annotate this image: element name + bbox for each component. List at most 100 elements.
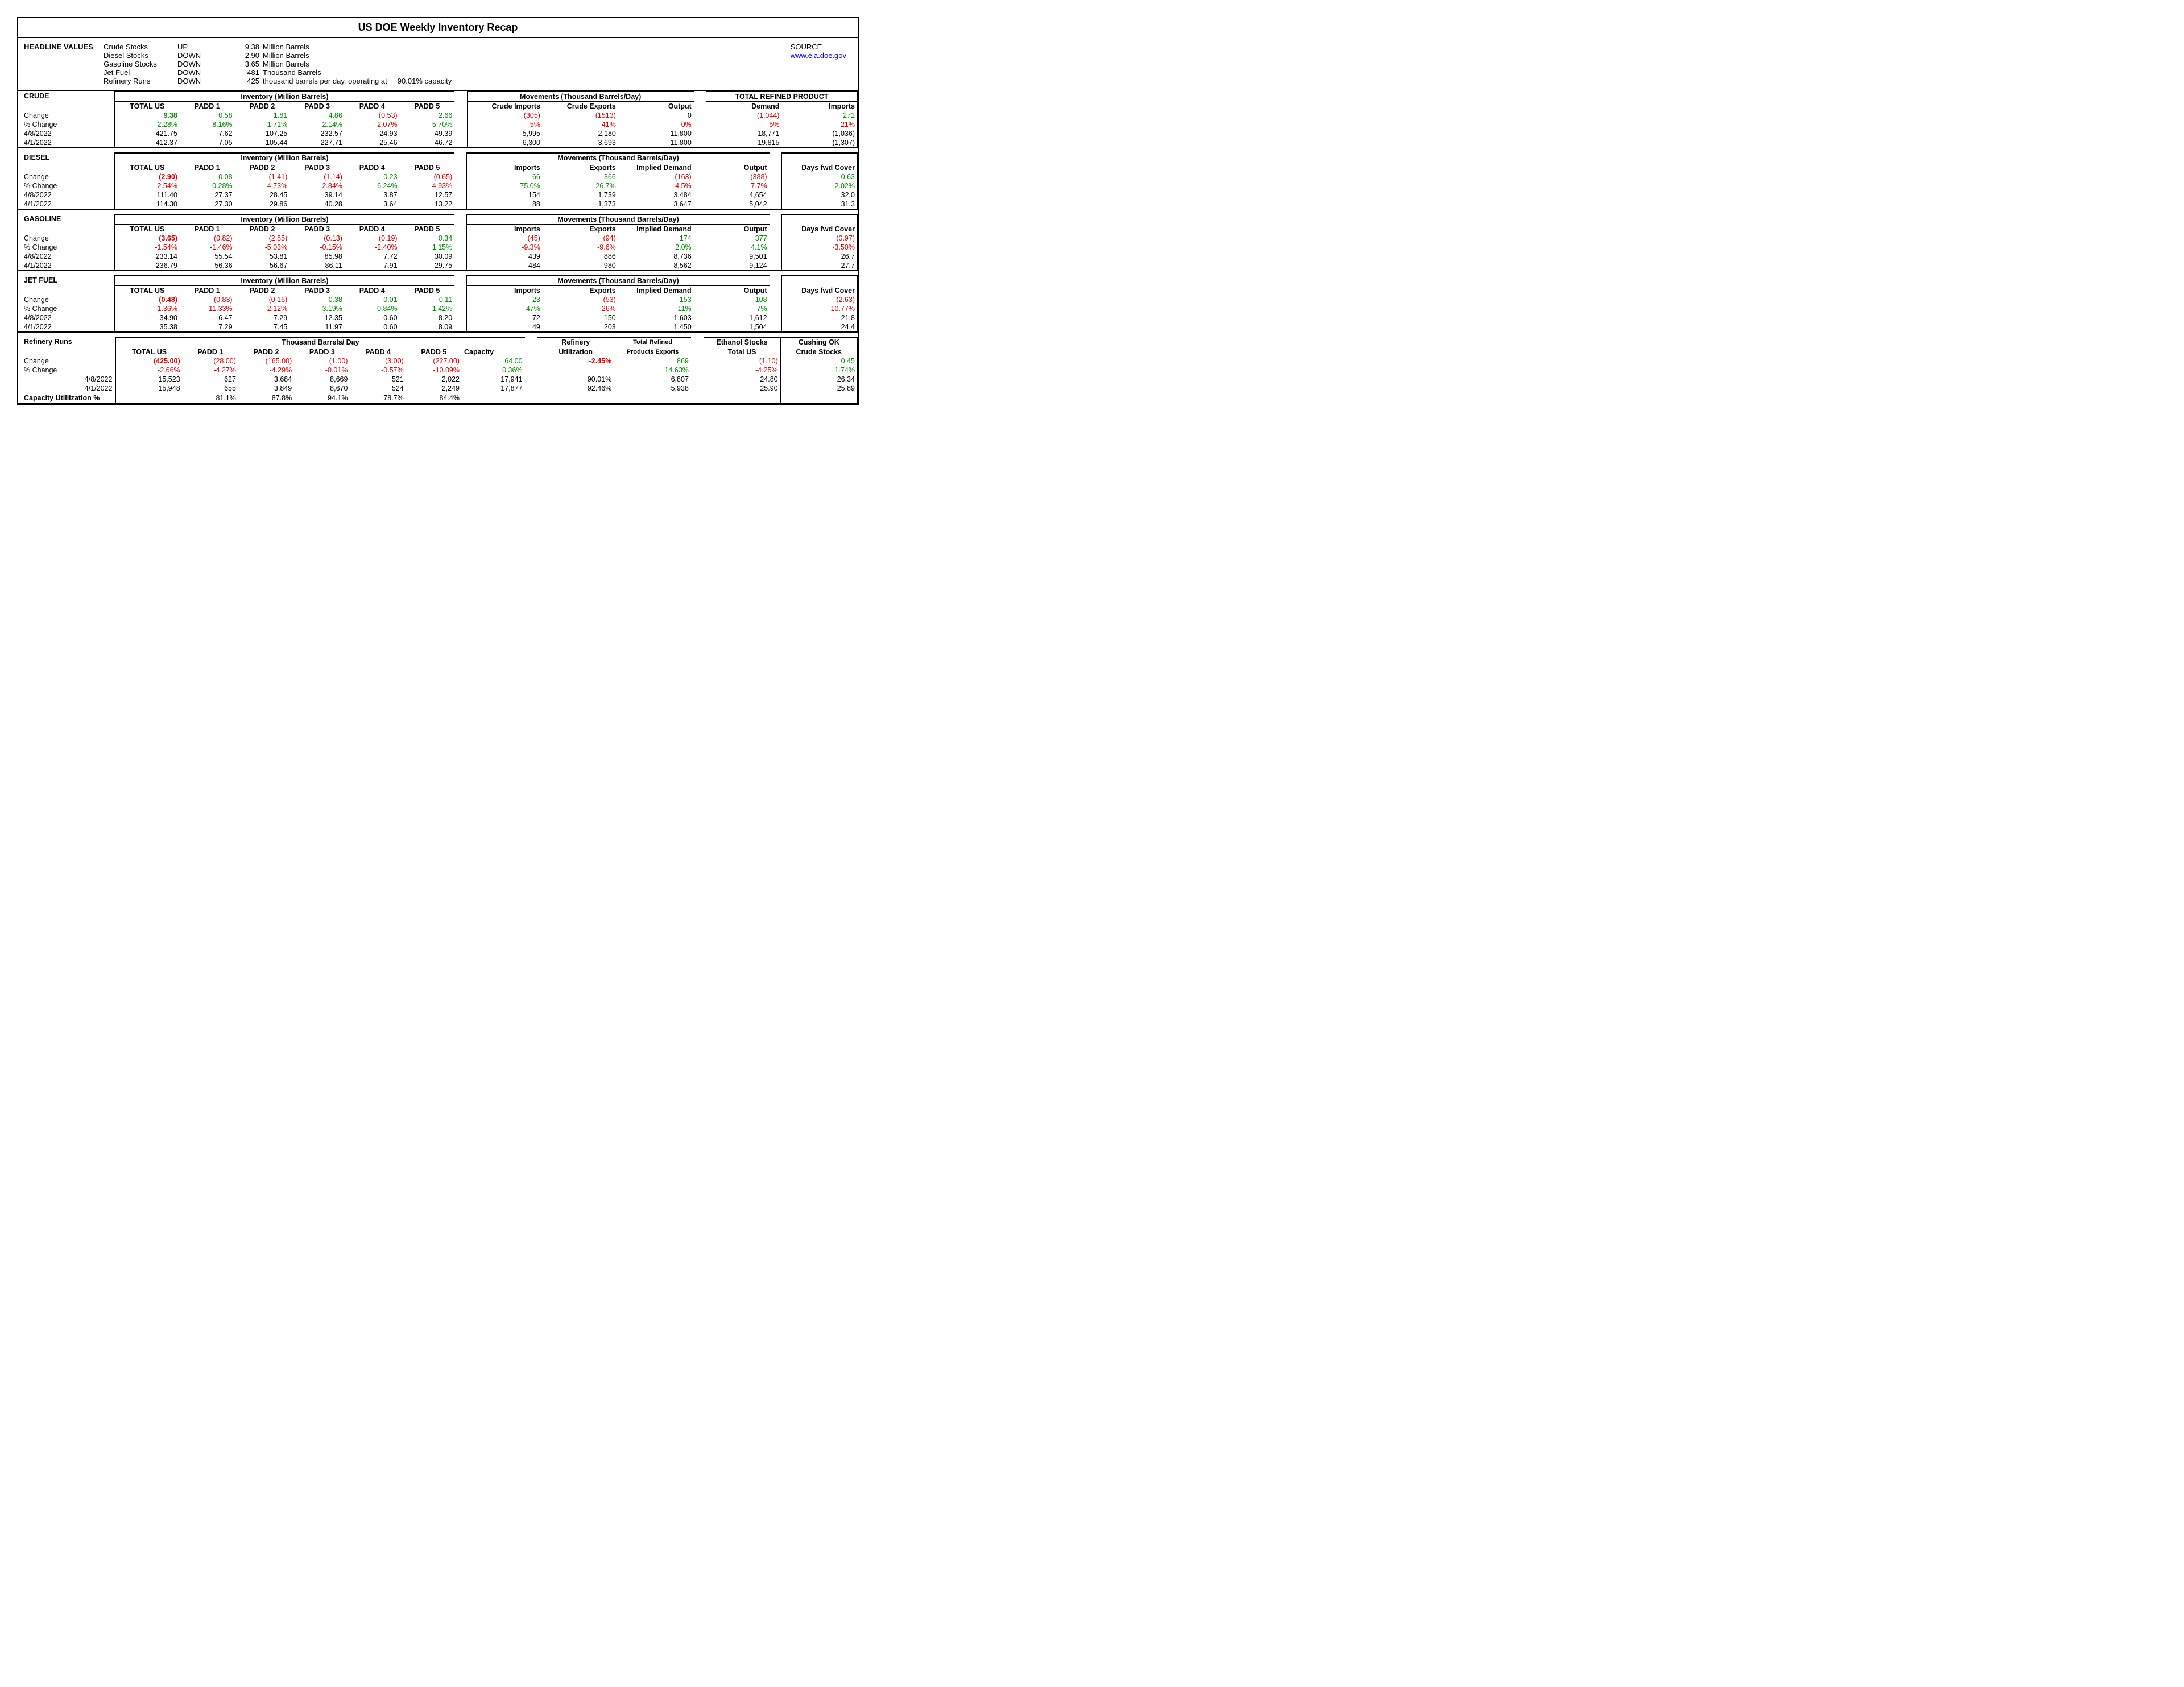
cell: 27.7 (781, 261, 857, 271)
cell: 5,042 (694, 200, 770, 209)
cell: 75.0% (467, 181, 543, 190)
ch: Imports (467, 286, 543, 296)
cell: 627 (183, 375, 238, 384)
hl-row-3: Jet Fuel DOWN 481 Thousand Barrels (104, 68, 852, 77)
cell: (0.19) (345, 234, 400, 243)
cell: -1.46% (180, 243, 235, 252)
ch: PADD 3 (294, 347, 350, 357)
cell: 56.36 (180, 261, 235, 271)
source-link[interactable]: www.eia.doe.gov (791, 51, 846, 60)
cell: 233.14 (114, 252, 180, 261)
cell: 6.24% (345, 181, 400, 190)
ch: Imports (781, 102, 857, 111)
cell: 174 (618, 234, 694, 243)
cell: 154 (467, 190, 543, 200)
ch: Imports (467, 163, 543, 173)
hl-unit: Thousand Barrels (263, 68, 852, 77)
cell: -2.12% (235, 304, 290, 313)
ch: PADD 1 (180, 102, 235, 111)
crude-table: CRUDE Inventory (Million Barrels) Moveme… (18, 91, 858, 148)
cell: (0.65) (400, 172, 455, 181)
ch: Output (618, 102, 694, 111)
hl-name: Refinery Runs (104, 77, 177, 85)
cell: 8,562 (618, 261, 694, 271)
cell: 92.46% (537, 384, 614, 393)
cell: 23 (467, 295, 543, 304)
cell: 0.34 (400, 234, 455, 243)
cell: 13.22 (400, 200, 455, 209)
cell: -2.45% (537, 357, 614, 366)
cell: 1,603 (618, 313, 694, 322)
ch: PADD 4 (345, 102, 400, 111)
jet-inv-header: Inventory (Million Barrels) (114, 276, 454, 286)
headline-block: HEADLINE VALUES Crude Stocks UP 9.38 Mil… (18, 38, 858, 91)
cell: (2.90) (114, 172, 180, 181)
cell: 26.34 (780, 375, 857, 384)
cell: (425.00) (116, 357, 183, 366)
cell: (0.53) (345, 111, 400, 120)
cell: 886 (543, 252, 618, 261)
ch: PADD 5 (400, 163, 455, 173)
row-label: % Change (18, 120, 114, 129)
cell: 14.63% (614, 366, 691, 375)
cell: (1513) (543, 111, 618, 120)
cell: 21.8 (781, 313, 857, 322)
cell: -10.09% (406, 366, 462, 375)
cell: -0.01% (294, 366, 350, 375)
cell: 28.45 (235, 190, 290, 200)
cell: (1.10) (704, 357, 780, 366)
cell: -7.7% (694, 181, 770, 190)
cell: (163) (618, 172, 694, 181)
source-label: SOURCE (791, 43, 846, 51)
cell: 15,948 (116, 384, 183, 393)
cell: -2.84% (289, 181, 345, 190)
cell (537, 366, 614, 375)
cell: (53) (543, 295, 618, 304)
row-label: 4/8/2022 (18, 375, 116, 384)
hl-val: 425 (229, 77, 263, 85)
cell: 5.70% (400, 120, 455, 129)
cell: 15,523 (116, 375, 183, 384)
cell: 869 (614, 357, 691, 366)
cell: 366 (543, 172, 618, 181)
ch: PADD 2 (235, 225, 290, 234)
cell: 0.60 (345, 322, 400, 332)
cell: 85.98 (289, 252, 345, 261)
ch: PADD 4 (350, 347, 406, 357)
cell: 17,941 (462, 375, 525, 384)
cell: 524 (350, 384, 406, 393)
cell: -4.25% (704, 366, 780, 375)
cell: (0.97) (781, 234, 857, 243)
hl-name: Gasoline Stocks (104, 60, 177, 68)
cell: 8,736 (618, 252, 694, 261)
cell: 49.39 (400, 129, 455, 138)
ch: Days fwd Cover (781, 225, 857, 234)
cell: 78.7% (350, 393, 406, 404)
cell: 2,022 (406, 375, 462, 384)
cell: 7.05 (180, 138, 235, 148)
cell: 0.38 (289, 295, 345, 304)
row-label: 4/1/2022 (18, 322, 114, 332)
diesel-table: DIESEL Inventory (Million Barrels) Movem… (18, 148, 858, 210)
jet-label: JET FUEL (18, 276, 114, 295)
title: US DOE Weekly Inventory Recap (18, 18, 858, 38)
ch: Total Refined (614, 337, 691, 347)
row-label: 4/8/2022 (18, 252, 114, 261)
cell: 27.37 (180, 190, 235, 200)
hl-row-1: Diesel Stocks DOWN 2.90 Million Barrels (104, 51, 852, 60)
ch: TOTAL US (114, 163, 180, 173)
cell: 11,800 (618, 129, 694, 138)
ch: Exports (543, 163, 618, 173)
cell: -9.6% (543, 243, 618, 252)
cell: -5% (706, 120, 782, 129)
cell: 81.1% (183, 393, 238, 404)
ch: Crude Exports (543, 102, 618, 111)
cell: (3.65) (114, 234, 180, 243)
cell: 6.47 (180, 313, 235, 322)
cell: 66 (467, 172, 543, 181)
cell: 0% (618, 120, 694, 129)
row-label: 4/1/2022 (18, 384, 116, 393)
cell: 34.90 (114, 313, 180, 322)
cell (116, 393, 183, 404)
ch: PADD 1 (180, 286, 235, 296)
